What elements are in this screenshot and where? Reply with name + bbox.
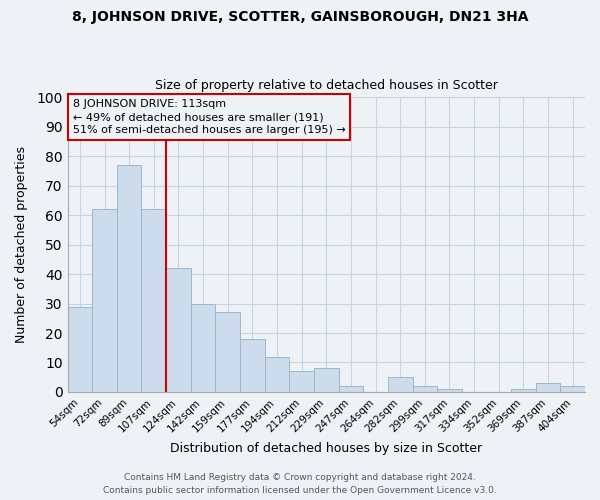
Bar <box>215 312 240 392</box>
Bar <box>68 306 92 392</box>
Text: 8, JOHNSON DRIVE, SCOTTER, GAINSBOROUGH, DN21 3HA: 8, JOHNSON DRIVE, SCOTTER, GAINSBOROUGH,… <box>72 10 528 24</box>
Bar <box>265 356 289 392</box>
Bar <box>191 304 215 392</box>
Bar <box>92 210 117 392</box>
Bar <box>511 389 536 392</box>
Bar <box>117 165 142 392</box>
Bar <box>142 210 166 392</box>
Bar <box>166 268 191 392</box>
Bar <box>437 389 462 392</box>
Text: 8 JOHNSON DRIVE: 113sqm
← 49% of detached houses are smaller (191)
51% of semi-d: 8 JOHNSON DRIVE: 113sqm ← 49% of detache… <box>73 99 346 135</box>
Bar <box>314 368 338 392</box>
Bar <box>338 386 363 392</box>
Bar <box>536 383 560 392</box>
Bar <box>289 372 314 392</box>
X-axis label: Distribution of detached houses by size in Scotter: Distribution of detached houses by size … <box>170 442 482 455</box>
Y-axis label: Number of detached properties: Number of detached properties <box>15 146 28 343</box>
Bar <box>388 377 413 392</box>
Bar <box>413 386 437 392</box>
Bar <box>560 386 585 392</box>
Title: Size of property relative to detached houses in Scotter: Size of property relative to detached ho… <box>155 79 498 92</box>
Text: Contains HM Land Registry data © Crown copyright and database right 2024.
Contai: Contains HM Land Registry data © Crown c… <box>103 474 497 495</box>
Bar <box>240 339 265 392</box>
